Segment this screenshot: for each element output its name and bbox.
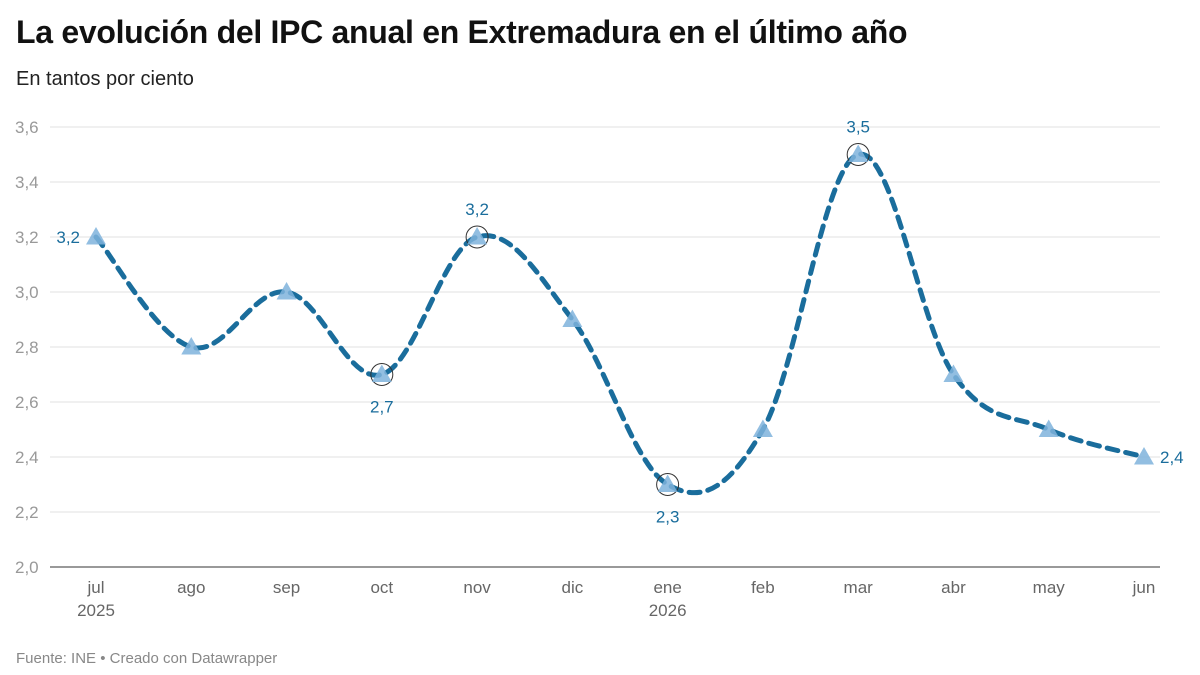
data-point-marker bbox=[943, 364, 964, 382]
x-axis-ticks: jul 2025 ago sep oct nov dic ene 2026 feb mar abr ma… bbox=[77, 578, 1155, 620]
data-label: 3,2 bbox=[465, 200, 489, 219]
data-point-marker bbox=[562, 309, 583, 327]
y-tick-label: 2,4 bbox=[15, 448, 39, 467]
data-label: 3,5 bbox=[846, 118, 870, 137]
x-tick-label: jul bbox=[86, 578, 104, 597]
data-point-marker bbox=[467, 227, 488, 245]
data-point-marker bbox=[181, 337, 202, 355]
x-year-label: 2025 bbox=[77, 601, 115, 620]
data-label: 2,3 bbox=[656, 508, 680, 527]
data-point-marker bbox=[1134, 447, 1154, 465]
highlight-circle bbox=[846, 143, 870, 166]
data-point-marker bbox=[848, 144, 869, 162]
chart-subtitle: En tantos por ciento bbox=[16, 68, 194, 90]
x-tick-label: feb bbox=[751, 578, 775, 597]
data-point-marker bbox=[1038, 419, 1059, 437]
data-point-marker bbox=[752, 419, 773, 437]
x-tick-label: nov bbox=[463, 578, 491, 597]
highlight-circle bbox=[656, 473, 680, 496]
y-tick-label: 2,0 bbox=[15, 558, 39, 577]
source-note: Fuente: INE bbox=[16, 650, 97, 667]
series-markers bbox=[86, 143, 1154, 496]
y-tick-label: 3,6 bbox=[15, 118, 39, 137]
footer-separator: • bbox=[100, 650, 106, 667]
highlight-circle bbox=[465, 225, 489, 249]
y-tick-label: 2,8 bbox=[15, 338, 39, 357]
x-tick-label: jun bbox=[1132, 578, 1156, 597]
chart-footer: Fuente: INE • Creado con Datawrapper bbox=[16, 650, 277, 667]
x-tick-label: oct bbox=[370, 578, 393, 597]
y-tick-label: 3,4 bbox=[15, 173, 39, 192]
x-tick-label: abr bbox=[941, 578, 966, 597]
y-tick-label: 2,6 bbox=[15, 393, 39, 412]
y-axis-ticks: 2,0 2,2 2,4 2,6 2,8 3,0 3,2 3,4 3,6 bbox=[15, 118, 39, 577]
data-point-marker bbox=[276, 282, 297, 300]
credit-note: Creado con Datawrapper bbox=[109, 650, 278, 667]
x-tick-label: dic bbox=[561, 578, 583, 597]
chart-title: La evolución del IPC anual en Extremadur… bbox=[16, 14, 908, 50]
data-label: 3,2 bbox=[56, 228, 80, 247]
x-year-label: 2026 bbox=[649, 601, 687, 620]
series-line-path bbox=[93, 151, 1147, 496]
data-label: 2,7 bbox=[370, 398, 394, 417]
x-tick-label: ene bbox=[653, 578, 681, 597]
series-line bbox=[93, 151, 1147, 496]
data-point-marker bbox=[657, 474, 678, 492]
data-label: 2,4 bbox=[1160, 448, 1184, 467]
y-tick-label: 3,0 bbox=[15, 283, 39, 302]
data-point-marker bbox=[371, 364, 392, 382]
data-labels: 3,2 2,7 3,2 2,3 3,5 2,4 bbox=[56, 118, 1183, 527]
x-tick-label: may bbox=[1033, 578, 1066, 597]
x-tick-label: mar bbox=[844, 578, 874, 597]
x-tick-label: sep bbox=[273, 578, 300, 597]
y-tick-label: 2,2 bbox=[15, 503, 39, 522]
data-point-marker bbox=[86, 227, 106, 245]
y-gridlines bbox=[50, 126, 1160, 568]
x-tick-label: ago bbox=[177, 578, 205, 597]
y-tick-label: 3,2 bbox=[15, 228, 39, 247]
highlight-circle bbox=[370, 363, 394, 386]
